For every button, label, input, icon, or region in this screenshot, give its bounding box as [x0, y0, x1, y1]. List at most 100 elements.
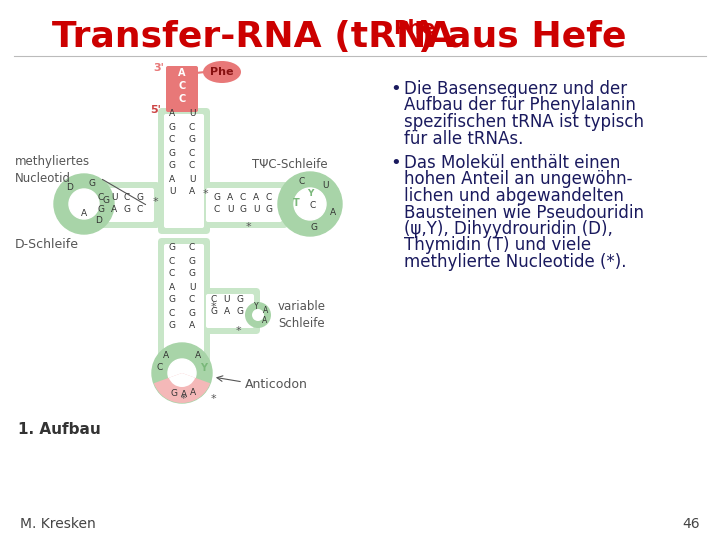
- Text: C: C: [214, 206, 220, 214]
- Text: A: A: [169, 282, 175, 292]
- Text: G: G: [214, 192, 220, 201]
- Text: G: G: [168, 295, 176, 305]
- Text: A: A: [330, 208, 336, 217]
- Text: •: •: [390, 154, 401, 172]
- FancyBboxPatch shape: [164, 114, 204, 228]
- FancyBboxPatch shape: [206, 188, 282, 222]
- Text: A: A: [189, 321, 195, 330]
- Text: A: A: [224, 307, 230, 316]
- Text: •: •: [390, 80, 401, 98]
- Text: C: C: [189, 244, 195, 253]
- Text: G: G: [102, 195, 109, 205]
- Text: Y: Y: [200, 363, 207, 373]
- FancyBboxPatch shape: [158, 238, 210, 364]
- Text: D-Schleife: D-Schleife: [15, 239, 79, 252]
- Text: U: U: [189, 282, 195, 292]
- Text: C: C: [124, 192, 130, 201]
- Circle shape: [278, 172, 342, 236]
- Text: lichen und abgewandelten: lichen und abgewandelten: [404, 187, 624, 205]
- Ellipse shape: [203, 61, 241, 83]
- Text: A: A: [264, 306, 269, 315]
- Wedge shape: [154, 373, 210, 403]
- Text: G: G: [236, 294, 243, 303]
- Text: G: G: [88, 179, 95, 188]
- Text: 3': 3': [153, 63, 164, 73]
- Text: *: *: [210, 394, 216, 404]
- Text: Phe: Phe: [393, 19, 436, 38]
- Text: methyliertes
Nucleotid: methyliertes Nucleotid: [15, 155, 90, 185]
- Text: ) aus Hefe: ) aus Hefe: [418, 20, 626, 54]
- Text: C: C: [189, 148, 195, 158]
- FancyBboxPatch shape: [206, 294, 254, 328]
- Text: A: A: [111, 206, 117, 214]
- Text: G: G: [137, 192, 143, 201]
- Text: *: *: [246, 222, 251, 232]
- Text: A: A: [262, 316, 268, 325]
- Circle shape: [294, 188, 326, 220]
- Text: C: C: [299, 177, 305, 186]
- Text: *: *: [152, 197, 158, 207]
- Circle shape: [168, 359, 196, 387]
- Text: A: A: [190, 388, 196, 396]
- Text: G: G: [189, 308, 196, 318]
- Text: A: A: [253, 192, 259, 201]
- Text: C: C: [169, 269, 175, 279]
- Text: *: *: [202, 189, 208, 199]
- Text: C: C: [240, 192, 246, 201]
- Text: A: A: [189, 187, 195, 197]
- FancyBboxPatch shape: [166, 66, 198, 112]
- Text: G: G: [168, 123, 176, 132]
- Text: M. Kresken: M. Kresken: [20, 517, 96, 531]
- Text: G: G: [310, 223, 318, 232]
- Text: C: C: [211, 294, 217, 303]
- Text: U: U: [227, 206, 233, 214]
- Text: Anticodon: Anticodon: [245, 379, 308, 392]
- Text: G: G: [240, 206, 246, 214]
- Text: U: U: [253, 206, 259, 214]
- Text: Bausteinen wie Pseudouridin: Bausteinen wie Pseudouridin: [404, 204, 644, 221]
- Text: T: T: [292, 198, 300, 208]
- Text: G: G: [168, 321, 176, 330]
- Text: G: G: [124, 206, 130, 214]
- Text: G: G: [171, 389, 178, 398]
- Text: C: C: [310, 200, 316, 210]
- Text: Y: Y: [254, 302, 258, 310]
- Text: C: C: [169, 256, 175, 266]
- Text: A: A: [169, 174, 175, 184]
- Text: C: C: [189, 123, 195, 132]
- Text: Y: Y: [307, 188, 313, 198]
- Text: C: C: [179, 81, 186, 91]
- Text: C: C: [189, 161, 195, 171]
- Text: A: A: [195, 350, 201, 360]
- Text: G: G: [236, 307, 243, 316]
- Text: D: D: [66, 183, 73, 192]
- Text: für alle tRNAs.: für alle tRNAs.: [404, 130, 523, 147]
- Text: Das Molekül enthält einen: Das Molekül enthält einen: [404, 154, 621, 172]
- Ellipse shape: [245, 302, 271, 328]
- Text: A: A: [181, 390, 187, 400]
- Circle shape: [69, 189, 99, 219]
- Text: methylierte Nucleotide (*).: methylierte Nucleotide (*).: [404, 253, 626, 271]
- FancyBboxPatch shape: [164, 244, 204, 358]
- Circle shape: [54, 174, 114, 234]
- FancyBboxPatch shape: [158, 108, 210, 234]
- Text: C: C: [137, 206, 143, 214]
- Text: U: U: [189, 174, 195, 184]
- Text: Thymidin (T) und viele: Thymidin (T) und viele: [404, 237, 591, 254]
- FancyBboxPatch shape: [90, 188, 154, 222]
- Text: G: G: [189, 256, 196, 266]
- Text: C: C: [157, 363, 163, 373]
- Text: U: U: [322, 181, 328, 190]
- Text: A: A: [163, 350, 169, 360]
- Text: G: G: [266, 206, 272, 214]
- Text: A: A: [169, 110, 175, 118]
- Text: G: G: [168, 161, 176, 171]
- Text: Aufbau der für Phenylalanin: Aufbau der für Phenylalanin: [404, 97, 636, 114]
- Text: Die Basensequenz und der: Die Basensequenz und der: [404, 80, 627, 98]
- FancyBboxPatch shape: [200, 182, 288, 228]
- Text: *: *: [210, 302, 216, 312]
- Wedge shape: [169, 373, 195, 387]
- Text: D: D: [95, 217, 102, 225]
- Text: C: C: [98, 192, 104, 201]
- Text: *: *: [235, 326, 240, 336]
